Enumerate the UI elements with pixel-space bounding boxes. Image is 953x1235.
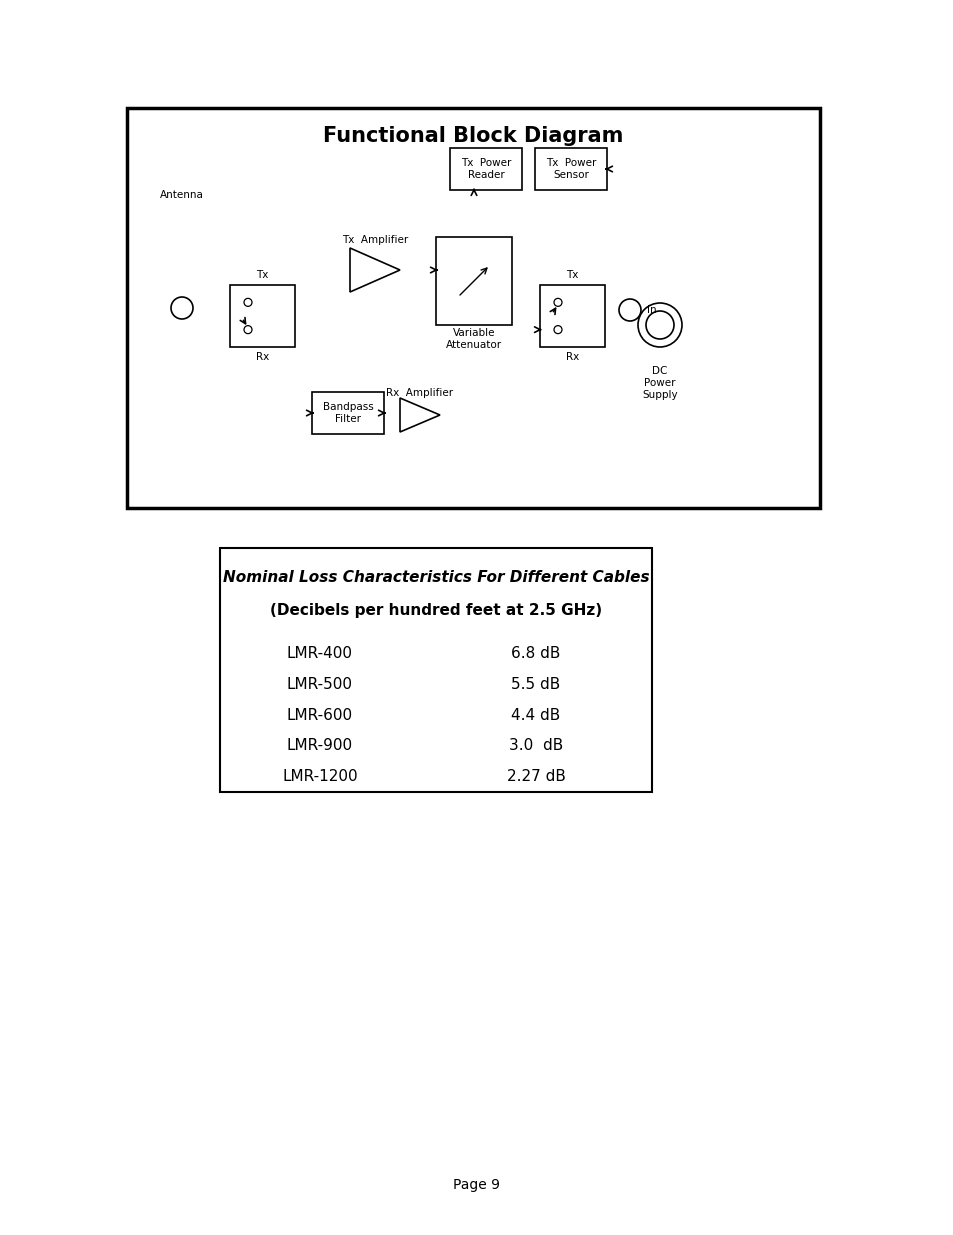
Bar — [127, 107, 820, 508]
Text: LMR-1200: LMR-1200 — [282, 769, 357, 784]
Text: Tx: Tx — [256, 270, 269, 280]
Text: 2.27 dB: 2.27 dB — [506, 769, 565, 784]
Text: 4.4 dB: 4.4 dB — [511, 708, 560, 722]
Bar — [436, 237, 512, 325]
Bar — [214, 191, 682, 390]
Bar — [539, 285, 604, 347]
Text: Nominal Loss Characteristics For Different Cables: Nominal Loss Characteristics For Differe… — [222, 571, 649, 585]
Bar — [230, 285, 294, 347]
Text: Bandpass
Filter: Bandpass Filter — [322, 403, 373, 424]
Text: (Decibels per hundred feet at 2.5 GHz): (Decibels per hundred feet at 2.5 GHz) — [270, 603, 601, 618]
Bar — [535, 148, 606, 190]
Text: Tx  Power
Reader: Tx Power Reader — [460, 158, 511, 180]
Text: 5.5 dB: 5.5 dB — [511, 677, 560, 692]
Text: LMR-400: LMR-400 — [287, 646, 353, 661]
Text: 3.0  dB: 3.0 dB — [508, 739, 562, 753]
Text: DC
Power
Supply: DC Power Supply — [641, 367, 677, 400]
Text: 6.8 dB: 6.8 dB — [511, 646, 560, 661]
Text: Tx  Power
Sensor: Tx Power Sensor — [545, 158, 596, 180]
Text: Tx: Tx — [566, 270, 578, 280]
Text: Rx: Rx — [255, 352, 269, 362]
Text: Variable
Attenuator: Variable Attenuator — [445, 329, 501, 350]
Text: Rx: Rx — [565, 352, 578, 362]
Bar — [220, 548, 651, 792]
Text: In: In — [646, 305, 656, 315]
Text: Functional Block Diagram: Functional Block Diagram — [323, 126, 623, 146]
Text: LMR-500: LMR-500 — [287, 677, 353, 692]
Text: LMR-900: LMR-900 — [287, 739, 353, 753]
Text: LMR-600: LMR-600 — [287, 708, 353, 722]
Bar — [450, 148, 521, 190]
Text: Antenna: Antenna — [160, 190, 204, 200]
Text: Tx  Amplifier: Tx Amplifier — [341, 235, 408, 245]
Bar — [312, 391, 384, 433]
Text: Rx  Amplifier: Rx Amplifier — [386, 388, 453, 398]
Text: Page 9: Page 9 — [453, 1178, 500, 1192]
